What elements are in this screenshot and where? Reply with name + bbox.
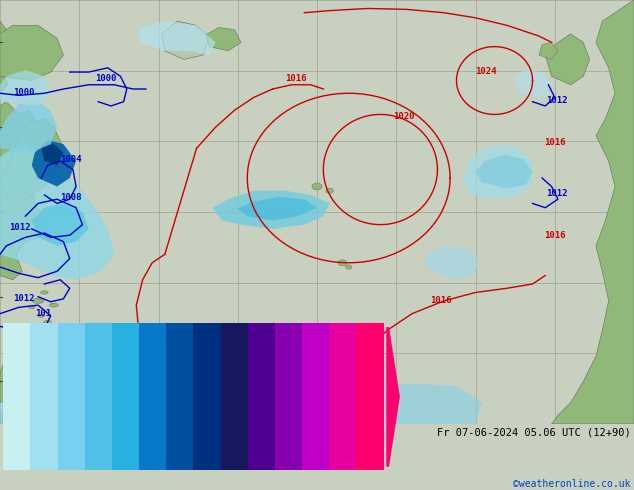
Bar: [275, 323, 302, 470]
Ellipse shape: [32, 298, 44, 303]
Polygon shape: [545, 34, 590, 85]
Polygon shape: [0, 70, 51, 106]
Text: 101: 101: [35, 309, 51, 318]
Bar: [58, 323, 85, 470]
Ellipse shape: [49, 303, 58, 307]
Polygon shape: [0, 377, 266, 424]
Bar: [356, 323, 384, 470]
Text: 1016: 1016: [544, 231, 566, 240]
Polygon shape: [32, 203, 89, 246]
Polygon shape: [10, 345, 38, 369]
Bar: [193, 323, 221, 470]
Text: 1012: 1012: [11, 341, 33, 349]
Bar: [85, 323, 112, 470]
Polygon shape: [0, 102, 44, 280]
Text: 1016: 1016: [285, 74, 307, 82]
Polygon shape: [0, 21, 13, 93]
FancyArrow shape: [386, 327, 400, 466]
Polygon shape: [32, 140, 76, 187]
Bar: [166, 323, 193, 470]
Text: ©weatheronline.co.uk: ©weatheronline.co.uk: [514, 479, 631, 489]
Circle shape: [338, 260, 347, 266]
Polygon shape: [206, 27, 241, 51]
Text: 1004: 1004: [60, 155, 82, 164]
Text: 1024: 1024: [476, 67, 497, 76]
Text: 1000: 1000: [95, 74, 117, 83]
Text: 1016: 1016: [311, 380, 332, 389]
Polygon shape: [463, 144, 533, 199]
Polygon shape: [41, 144, 63, 165]
Bar: [221, 323, 248, 470]
Polygon shape: [139, 21, 216, 55]
Polygon shape: [162, 21, 209, 59]
Polygon shape: [539, 43, 558, 59]
Polygon shape: [476, 155, 533, 189]
Text: 1012: 1012: [10, 223, 31, 232]
Polygon shape: [16, 364, 41, 378]
Bar: [302, 323, 329, 470]
Text: Precipitation [mm] ECMWF: Precipitation [mm] ECMWF: [3, 427, 165, 438]
Polygon shape: [0, 102, 57, 152]
Circle shape: [326, 188, 333, 193]
Circle shape: [312, 183, 322, 190]
Text: 1012: 1012: [233, 395, 255, 405]
Polygon shape: [238, 197, 317, 220]
Text: 1016: 1016: [430, 296, 451, 305]
Bar: [139, 323, 166, 470]
Text: 1012: 1012: [547, 189, 568, 198]
Ellipse shape: [44, 320, 51, 324]
Text: 1016: 1016: [544, 138, 566, 147]
Text: 1000: 1000: [13, 88, 34, 98]
Text: 1012: 1012: [547, 96, 568, 104]
Bar: [30, 323, 58, 470]
Bar: [112, 323, 139, 470]
Bar: [3, 323, 30, 470]
Text: 1008: 1008: [60, 193, 82, 202]
Polygon shape: [0, 144, 114, 280]
Polygon shape: [285, 384, 482, 424]
Ellipse shape: [38, 314, 44, 317]
Polygon shape: [514, 70, 552, 98]
Polygon shape: [212, 191, 330, 229]
Text: Fr 07-06-2024 05.06 UTC (12+90): Fr 07-06-2024 05.06 UTC (12+90): [437, 427, 631, 437]
Bar: [329, 323, 356, 470]
Polygon shape: [424, 246, 479, 280]
Polygon shape: [0, 331, 63, 403]
Bar: [248, 323, 275, 470]
Text: 1020: 1020: [393, 112, 415, 121]
Polygon shape: [0, 25, 63, 80]
Polygon shape: [552, 0, 634, 424]
Ellipse shape: [41, 291, 48, 294]
Text: 1012: 1012: [13, 294, 34, 303]
Polygon shape: [0, 119, 63, 199]
Circle shape: [346, 265, 352, 269]
Ellipse shape: [29, 306, 35, 309]
Polygon shape: [0, 369, 82, 424]
